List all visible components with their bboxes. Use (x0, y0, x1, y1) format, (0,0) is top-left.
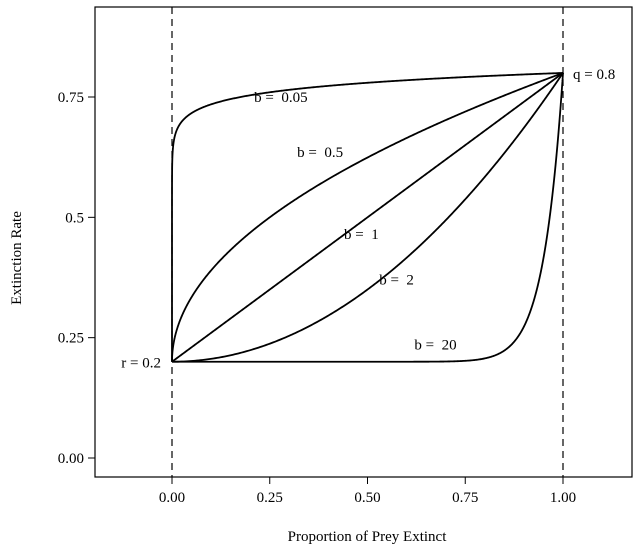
curve-line (171, 72, 564, 362)
curve-line (171, 72, 564, 362)
y-axis: 0.00 0.25 0.5 0.75 (58, 90, 95, 467)
x-tick-label: 0.50 (354, 490, 380, 506)
x-tick-label: 0.00 (159, 490, 185, 506)
curve-labels: b = 0.05 b = 0.5 b = 1 b = 2 b = 20 (254, 90, 457, 354)
x-axis-title: Proportion of Prey Extinct (288, 529, 448, 545)
curve-line (172, 72, 564, 363)
curves (171, 72, 564, 363)
x-tick-label: 1.00 (550, 490, 576, 506)
endpoint-annotation: q = 0.8 (573, 67, 615, 83)
y-tick-label: 0.75 (58, 90, 84, 106)
curve-label: b = 1 (344, 227, 379, 243)
curve-label: b = 2 (379, 273, 414, 289)
curve-line (172, 72, 564, 363)
x-tick-label: 0.75 (452, 490, 478, 506)
y-tick-label: 0.00 (58, 451, 84, 467)
curve-label: b = 0.05 (254, 90, 307, 106)
plot-frame (94, 6, 633, 478)
curve-line (171, 72, 564, 363)
curve-label: b = 0.5 (297, 145, 343, 161)
annotations: r = 0.2 q = 0.8 (121, 67, 615, 372)
y-axis-title: Extinction Rate (9, 211, 25, 305)
x-tick-label: 0.25 (257, 490, 283, 506)
x-axis: 0.00 0.25 0.50 0.75 1.00 (159, 477, 576, 506)
y-tick-label: 0.5 (65, 210, 84, 226)
endpoint-annotation: r = 0.2 (121, 356, 161, 372)
y-tick-label: 0.25 (58, 331, 84, 347)
curve-label: b = 20 (414, 338, 456, 354)
